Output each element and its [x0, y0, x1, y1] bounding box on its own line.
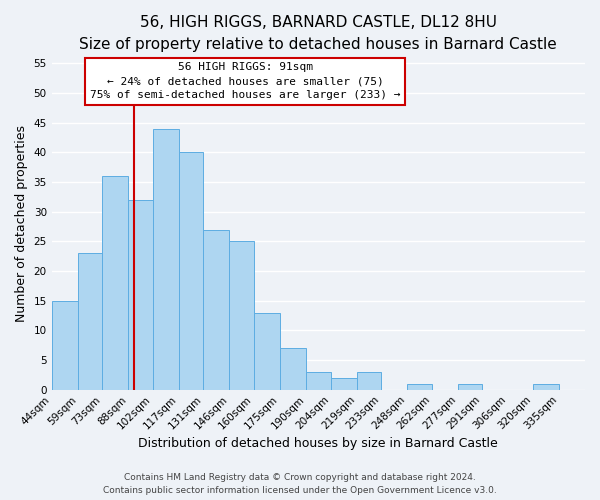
Bar	[102, 176, 128, 390]
Bar	[306, 372, 331, 390]
Title: 56, HIGH RIGGS, BARNARD CASTLE, DL12 8HU
Size of property relative to detached h: 56, HIGH RIGGS, BARNARD CASTLE, DL12 8HU…	[79, 15, 557, 52]
Bar	[52, 300, 78, 390]
Bar	[356, 372, 381, 390]
Bar	[203, 230, 229, 390]
Bar	[153, 128, 179, 390]
Text: Contains HM Land Registry data © Crown copyright and database right 2024.
Contai: Contains HM Land Registry data © Crown c…	[103, 474, 497, 495]
X-axis label: Distribution of detached houses by size in Barnard Castle: Distribution of detached houses by size …	[139, 437, 498, 450]
Bar	[128, 200, 153, 390]
Bar	[407, 384, 431, 390]
Text: 56 HIGH RIGGS: 91sqm
← 24% of detached houses are smaller (75)
75% of semi-detac: 56 HIGH RIGGS: 91sqm ← 24% of detached h…	[90, 62, 400, 100]
Bar	[254, 312, 280, 390]
Bar	[179, 152, 203, 390]
Bar	[533, 384, 559, 390]
Y-axis label: Number of detached properties: Number of detached properties	[15, 125, 28, 322]
Bar	[331, 378, 356, 390]
Bar	[229, 242, 254, 390]
Bar	[78, 254, 102, 390]
Bar	[280, 348, 306, 390]
Bar	[458, 384, 482, 390]
